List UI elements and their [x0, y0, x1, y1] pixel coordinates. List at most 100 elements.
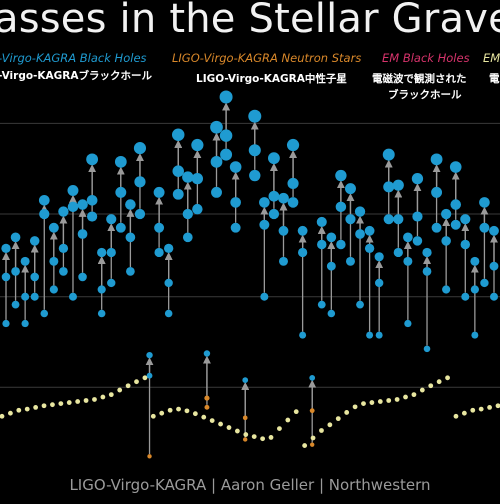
- progenitor-point-7-0: [67, 201, 79, 213]
- em-ns-point-15: [125, 383, 131, 389]
- progenitor-point-5-1: [49, 285, 58, 294]
- progenitor-point-40-1: [383, 214, 394, 225]
- remnant-point-16: [153, 186, 165, 198]
- progenitor-point-16-0: [154, 222, 165, 233]
- remnant-point-40: [382, 148, 395, 161]
- remnant-point-32: [309, 375, 316, 381]
- annotation-bh-japanese: -Virgo-KAGRAブラックホール: [0, 70, 152, 82]
- progenitor-point-34-1: [327, 309, 336, 318]
- em-ns-point-29: [243, 432, 249, 437]
- progenitor-point-14-1: [134, 208, 146, 220]
- remnant-point-26: [248, 109, 262, 123]
- remnant-point-15: [146, 351, 153, 359]
- remnant-point-0: [1, 243, 11, 254]
- progenitor-point-1-0: [11, 267, 20, 276]
- remnant-point-33: [316, 216, 327, 227]
- progenitor-point-21-1: [204, 404, 210, 410]
- remnant-point-21: [203, 350, 211, 357]
- remnant-point-49: [470, 256, 480, 266]
- progenitor-point-38-1: [366, 331, 374, 339]
- progenitor-point-42-0: [403, 256, 413, 266]
- remnant-point-50: [479, 197, 490, 208]
- chart-title: asses in the Stellar Grave: [0, 0, 500, 42]
- progenitor-point-43-0: [412, 211, 423, 222]
- remnant-point-37: [354, 206, 366, 217]
- remnant-point-4: [38, 194, 50, 206]
- remnant-point-28: [268, 152, 280, 165]
- progenitor-point-5-0: [49, 256, 59, 266]
- progenitor-point-21-0: [204, 395, 210, 401]
- em-ns-point-7: [58, 401, 64, 407]
- progenitor-point-12-1: [115, 222, 126, 233]
- em-ns-point-4: [33, 405, 39, 410]
- progenitor-point-36-0: [345, 214, 356, 225]
- em-ns-point-3: [24, 406, 30, 412]
- remnant-point-51: [489, 225, 499, 236]
- em-ns-point-18: [150, 413, 156, 419]
- remnant-point-36: [344, 183, 356, 195]
- remnant-point-11: [106, 214, 117, 225]
- em-ns-point-5: [41, 403, 47, 409]
- em-ns-point-17: [142, 375, 148, 381]
- em-ns-point-14: [117, 387, 123, 393]
- em-ns-point-2: [16, 407, 22, 413]
- progenitor-point-14-0: [134, 176, 146, 188]
- merger-points: [1, 90, 499, 459]
- progenitor-point-11-1: [107, 278, 116, 288]
- progenitor-point-37-1: [356, 300, 364, 309]
- progenitor-point-28-1: [268, 208, 280, 220]
- progenitor-point-6-0: [58, 243, 69, 254]
- em-ns-point-37: [310, 435, 316, 441]
- progenitor-point-33-0: [317, 239, 327, 250]
- em-ns-point-50: [419, 387, 425, 393]
- progenitor-point-24-1: [230, 222, 241, 233]
- progenitor-point-51-0: [489, 261, 499, 271]
- em-ns-point-57: [478, 406, 484, 412]
- em-ns-point-33: [277, 426, 282, 432]
- em-ns-point-1: [8, 410, 13, 416]
- em-ns-point-20: [167, 407, 173, 413]
- remnant-point-5: [48, 222, 59, 233]
- progenitor-point-46-1: [442, 285, 451, 294]
- progenitor-point-18-1: [172, 188, 184, 200]
- em-ns-point-0: [0, 413, 5, 419]
- merger-arrows: [2, 102, 498, 455]
- em-neutron-stars: [0, 375, 500, 448]
- em-ns-point-36: [302, 443, 308, 448]
- remnant-point-30: [286, 138, 300, 152]
- remnant-point-20: [191, 138, 204, 152]
- annotation-em-bh-japanese-line2: ブラックホール: [388, 89, 462, 101]
- progenitor-point-23-0: [219, 129, 233, 142]
- progenitor-point-33-1: [317, 300, 326, 309]
- progenitor-point-15-0: [146, 372, 153, 379]
- remnant-point-25: [242, 377, 249, 383]
- em-ns-point-31: [260, 436, 266, 442]
- em-ns-point-42: [352, 404, 358, 410]
- progenitor-point-48-1: [461, 292, 470, 301]
- progenitor-point-23-1: [220, 148, 233, 161]
- remnant-point-46: [441, 208, 452, 220]
- progenitor-point-41-1: [393, 247, 403, 258]
- progenitor-point-31-1: [299, 331, 307, 339]
- progenitor-point-50-0: [479, 222, 490, 233]
- remnant-point-48: [460, 214, 471, 225]
- legend: -Virgo-KAGRA Black Holes LIGO-Virgo-KAGR…: [0, 51, 500, 67]
- em-ns-point-11: [92, 397, 97, 402]
- progenitor-point-22-0: [210, 155, 223, 168]
- progenitor-point-50-1: [480, 278, 489, 288]
- remnant-point-12: [114, 155, 127, 168]
- em-ns-point-27: [226, 425, 232, 430]
- progenitor-point-13-1: [126, 267, 135, 276]
- em-ns-point-58: [487, 405, 492, 410]
- progenitor-point-45-1: [431, 222, 442, 233]
- progenitor-point-51-1: [490, 292, 498, 301]
- em-ns-point-48: [403, 394, 408, 400]
- progenitor-point-2-1: [21, 319, 29, 328]
- progenitor-point-35-1: [336, 239, 346, 250]
- progenitor-point-24-0: [230, 197, 241, 208]
- progenitor-point-22-1: [211, 186, 222, 198]
- em-ns-point-41: [344, 410, 350, 415]
- progenitor-point-48-0: [460, 239, 471, 250]
- em-ns-point-12: [100, 394, 106, 400]
- em-ns-point-51: [428, 383, 434, 389]
